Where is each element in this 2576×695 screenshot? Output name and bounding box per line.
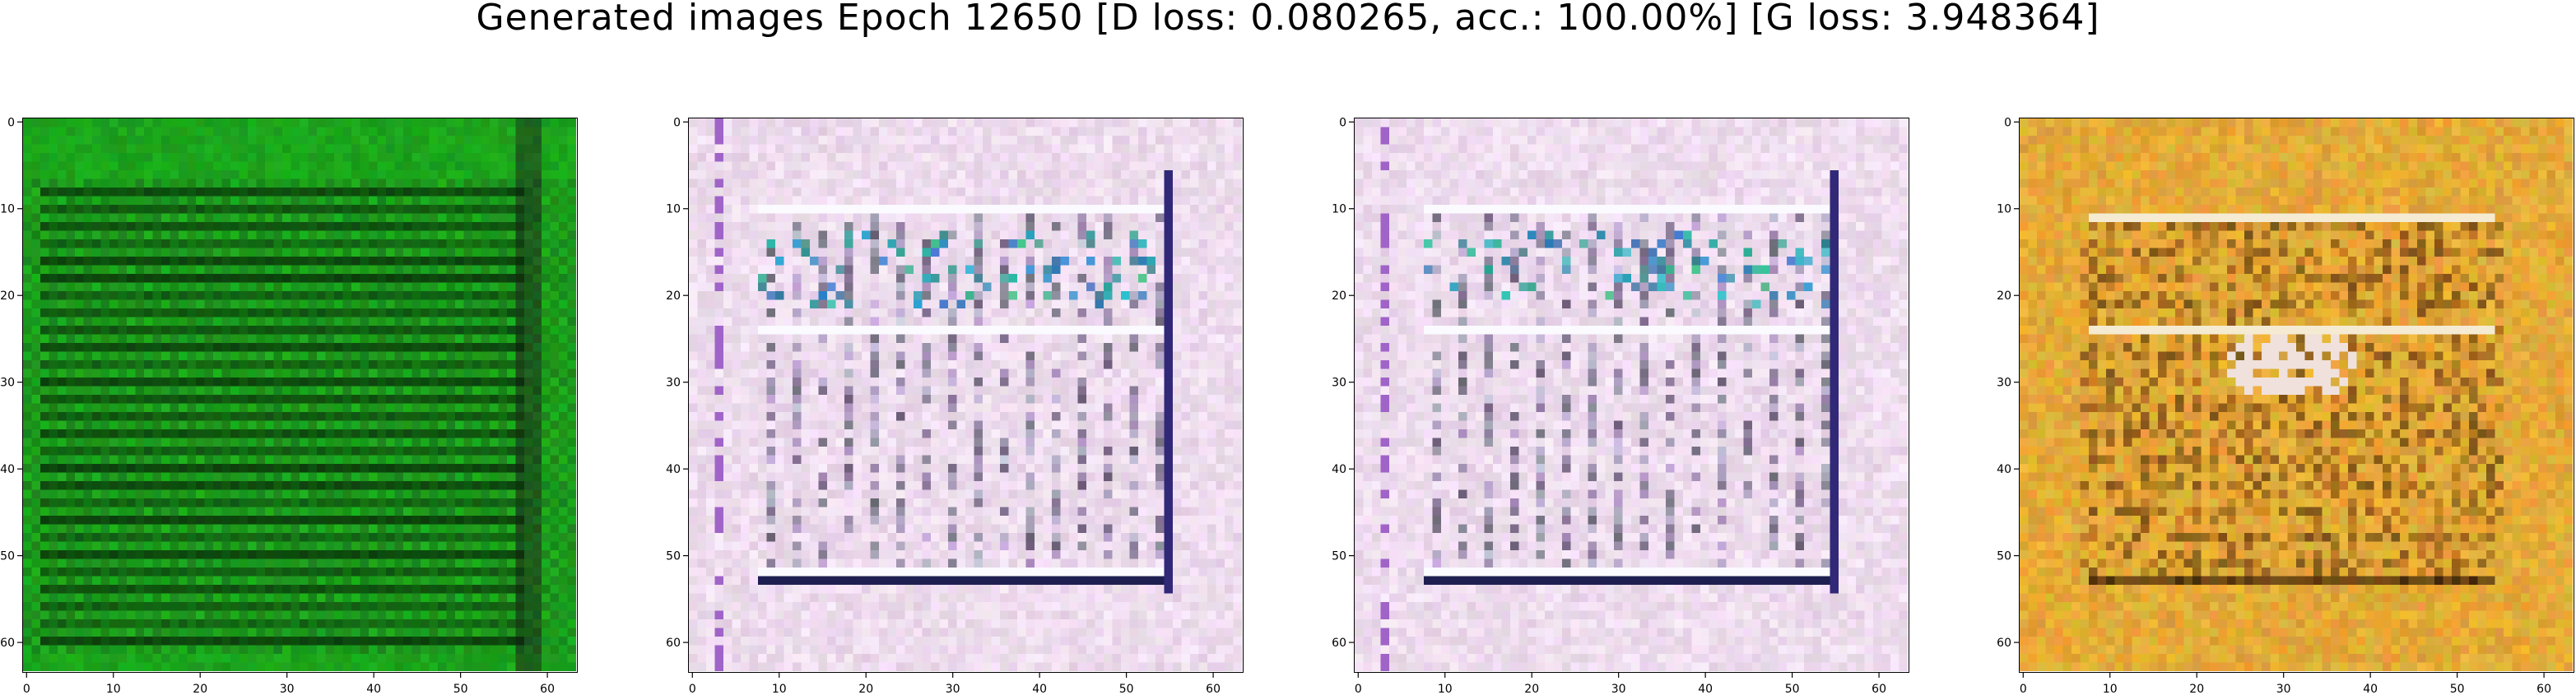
- image-panel-3: [1354, 118, 1909, 673]
- x-tick-label: 30: [280, 683, 295, 695]
- image-panel-4: [2019, 118, 2574, 673]
- x-tick-label: 50: [453, 683, 468, 695]
- y-tick-label: 60: [1997, 637, 2011, 650]
- x-tick-label: 30: [2276, 683, 2291, 695]
- x-tick-label: 0: [2020, 683, 2027, 695]
- y-tick-label: 10: [666, 203, 681, 216]
- x-tick-label: 20: [2189, 683, 2204, 695]
- x-tick-label: 30: [946, 683, 960, 695]
- x-tick-label: 60: [2536, 683, 2551, 695]
- x-tick-label: 20: [858, 683, 873, 695]
- x-tick-label: 40: [1698, 683, 1713, 695]
- x-tick-label: 10: [772, 683, 787, 695]
- x-tick-label: 0: [1355, 683, 1362, 695]
- y-tick-label: 30: [666, 377, 681, 390]
- image-panel-2: [688, 118, 1244, 673]
- x-tick-label: 50: [1119, 683, 1134, 695]
- generated-image-1: [23, 118, 576, 671]
- x-tick-label: 60: [1206, 683, 1221, 695]
- y-tick-label: 50: [1997, 550, 2011, 563]
- y-tick-label: 50: [0, 550, 15, 563]
- x-tick-label: 40: [1032, 683, 1047, 695]
- x-tick-label: 60: [540, 683, 555, 695]
- y-tick-label: 40: [1332, 463, 1346, 476]
- y-tick-label: 10: [1332, 203, 1346, 216]
- x-tick-label: 0: [23, 683, 30, 695]
- x-tick-label: 20: [1524, 683, 1539, 695]
- y-tick-label: 50: [1332, 550, 1346, 563]
- x-tick-label: 10: [2103, 683, 2118, 695]
- y-tick-label: 40: [0, 463, 15, 476]
- y-tick-label: 60: [666, 637, 681, 650]
- x-tick-label: 10: [1438, 683, 1453, 695]
- y-tick-label: 0: [1339, 116, 1346, 129]
- y-tick-label: 20: [1997, 290, 2011, 303]
- x-tick-label: 50: [2450, 683, 2465, 695]
- y-tick-label: 0: [673, 116, 681, 129]
- x-tick-label: 40: [366, 683, 381, 695]
- y-tick-label: 20: [1332, 290, 1346, 303]
- y-tick-label: 60: [0, 637, 15, 650]
- x-tick-label: 50: [1785, 683, 1800, 695]
- image-panel-1: [22, 118, 578, 673]
- y-tick-label: 60: [1332, 637, 1346, 650]
- y-tick-label: 30: [0, 377, 15, 390]
- generated-image-4: [2020, 118, 2573, 671]
- y-tick-label: 40: [666, 463, 681, 476]
- generated-image-2: [689, 118, 1242, 671]
- x-tick-label: 40: [2363, 683, 2378, 695]
- x-tick-label: 20: [193, 683, 207, 695]
- x-tick-label: 0: [689, 683, 696, 695]
- y-tick-label: 20: [0, 290, 15, 303]
- generated-image-3: [1355, 118, 1908, 671]
- figure-title: Generated images Epoch 12650 [D loss: 0.…: [476, 0, 2100, 39]
- y-tick-label: 40: [1997, 463, 2011, 476]
- y-tick-label: 10: [1997, 203, 2011, 216]
- x-tick-label: 10: [106, 683, 121, 695]
- x-tick-label: 30: [1611, 683, 1626, 695]
- y-tick-label: 30: [1997, 377, 2011, 390]
- y-tick-label: 10: [0, 203, 15, 216]
- y-tick-label: 30: [1332, 377, 1346, 390]
- y-tick-label: 20: [666, 290, 681, 303]
- y-tick-label: 0: [7, 116, 15, 129]
- y-tick-label: 0: [2004, 116, 2011, 129]
- x-tick-label: 60: [1872, 683, 1886, 695]
- y-tick-label: 50: [666, 550, 681, 563]
